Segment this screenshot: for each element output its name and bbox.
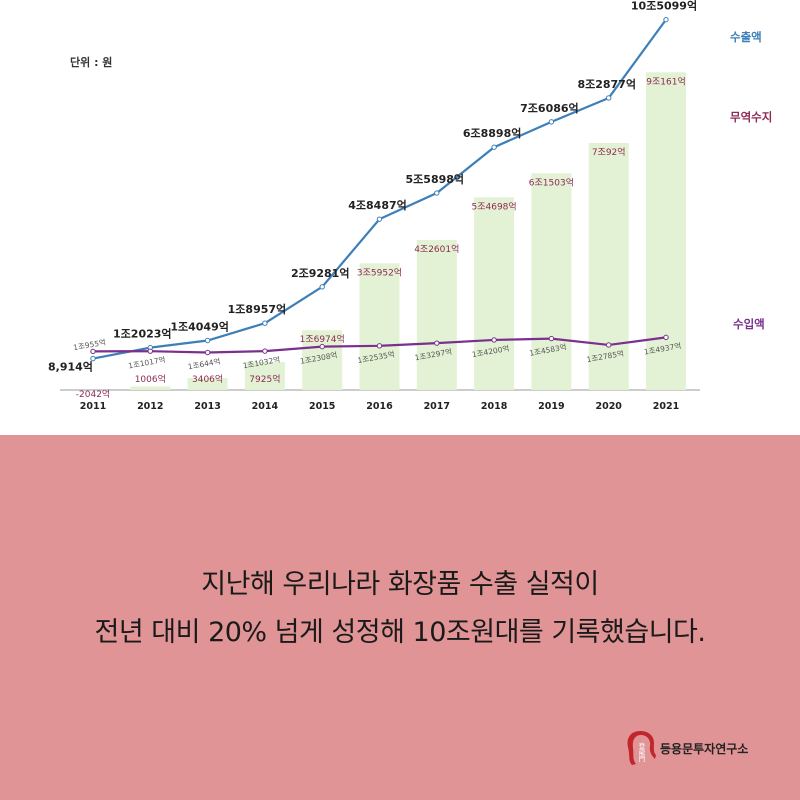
balance-value-label-2014: 7925억	[249, 373, 280, 385]
balance-value-label-2019: 6조1503억	[529, 176, 574, 188]
export-line-point-2017	[434, 190, 440, 196]
export-value-label-2019: 7조6086억	[520, 102, 579, 115]
caption-line-2: 전년 대비 20% 넘게 성정해 10조원대를 기록했습니다.	[94, 617, 706, 648]
x-tick-label-2015: 2015	[309, 401, 335, 412]
legend-import: 수입액	[733, 317, 765, 331]
bar-trade-balance-2015	[302, 330, 343, 390]
export-value-label-2020: 8조2877억	[577, 78, 636, 91]
import-line-point-2013	[204, 349, 211, 356]
export-value-label-2014: 1조8957억	[228, 303, 287, 316]
bar-trade-balance-2020	[588, 143, 629, 390]
bar-trade-balance-2014	[244, 362, 285, 390]
bar-trade-balance-2017	[416, 239, 457, 390]
export-line-point-2014	[262, 320, 268, 326]
import-line-point-2011	[90, 348, 96, 355]
legend-export: 수출액	[730, 30, 762, 44]
legend-trade-balance: 무역수지	[730, 110, 772, 124]
import-line-point-2020	[606, 342, 612, 348]
export-line-point-2015	[319, 284, 325, 290]
x-tick-label-2020: 2020	[595, 401, 622, 412]
import-value-label-2012: 1조1017억	[128, 355, 167, 370]
bar-trade-balance-2016	[359, 263, 400, 390]
export-line-point-2016	[376, 216, 383, 222]
import-value-label-2013: 1조644억	[187, 357, 221, 372]
x-tick-label-2013: 2013	[194, 401, 220, 412]
x-tick-label-2016: 2016	[366, 401, 393, 412]
export-line-point-2020	[606, 95, 612, 101]
balance-value-label-2020: 7조92억	[592, 146, 626, 158]
export-line-point-2021	[663, 16, 669, 23]
import-value-label-2011: 1조955억	[73, 338, 107, 353]
export-value-label-2016: 4조8487억	[348, 199, 407, 212]
dragon-logo-icon: 登龍門	[627, 731, 656, 765]
caption-line-1: 지난해 우리나라 화장품 수출 실적이	[201, 569, 599, 600]
export-value-label-2013: 1조4049억	[170, 320, 229, 333]
export-value-label-2015: 2조9281억	[291, 267, 350, 280]
export-line-point-2018	[491, 144, 497, 150]
bar-trade-balance-2018	[474, 197, 515, 390]
bar-trade-balance-2013	[187, 377, 228, 390]
export-value-label-2017: 5조5898억	[406, 173, 465, 186]
x-tick-label-2017: 2017	[424, 401, 450, 412]
brand-name: 등용문투자연구소	[660, 741, 749, 756]
export-value-label-2011: 8,914억	[48, 361, 93, 374]
import-line-point-2012	[147, 348, 154, 354]
balance-value-label-2016: 3조5952억	[357, 266, 402, 278]
x-tick-label-2019: 2019	[538, 401, 564, 412]
import-line-point-2021	[663, 334, 669, 341]
x-tick-label-2011: 2011	[80, 401, 106, 412]
unit-label: 단위 : 원	[70, 56, 113, 69]
balance-value-label-2017: 4조2601억	[414, 243, 459, 255]
import-line-point-2014	[262, 348, 268, 354]
export-line-point-2019	[548, 119, 555, 125]
bar-trade-balance-2012	[130, 386, 171, 390]
caption-panel: 지난해 우리나라 화장품 수출 실적이 전년 대비 20% 넘게 성정해 10조…	[0, 435, 800, 800]
export-line-point-2011	[90, 355, 96, 362]
x-tick-label-2014: 2014	[252, 401, 279, 412]
export-value-label-2018: 6조8898억	[463, 127, 522, 140]
chart-area: 단위 : 원 8,914억 1조2023억 1조4049억 1조8957억 2조9281…	[48, 0, 773, 412]
export-value-label-2021: 10조5099억	[631, 0, 697, 13]
balance-value-label-2012: 1006억	[135, 373, 166, 385]
svg-text:登龍門: 登龍門	[637, 741, 645, 763]
balance-value-label-2021: 9조161억	[646, 75, 685, 87]
x-tick-label-2021: 2021	[653, 401, 679, 412]
balance-value-label-2013: 3406억	[192, 373, 223, 385]
export-line-point-2013	[204, 337, 211, 344]
import-line-point-2016	[376, 343, 383, 349]
balance-value-label-2015: 1조6974억	[300, 333, 345, 345]
import-line-point-2018	[491, 337, 497, 343]
brand: 登龍門 등용문투자연구소	[622, 728, 748, 768]
x-tick-label-2018: 2018	[481, 401, 508, 412]
x-tick-label-2012: 2012	[137, 401, 163, 412]
bar-trade-balance-2019	[531, 173, 572, 390]
import-line-point-2015	[319, 343, 325, 350]
import-line-point-2019	[548, 335, 555, 342]
balance-value-label-2011: -2042억	[76, 388, 110, 400]
import-line-point-2017	[434, 340, 440, 346]
export-value-label-2012: 1조2023억	[113, 328, 172, 341]
balance-value-label-2018: 5조4698억	[471, 200, 516, 212]
